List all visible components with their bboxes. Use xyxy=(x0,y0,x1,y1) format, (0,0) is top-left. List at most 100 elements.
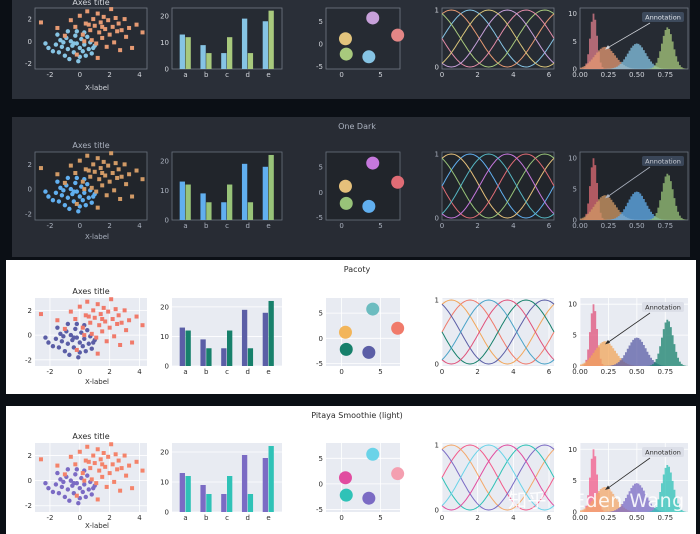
scatter-point-circle xyxy=(46,45,51,51)
bar xyxy=(221,494,227,512)
scatter-point-circle xyxy=(77,194,83,199)
annotation-arrow xyxy=(607,166,651,197)
scatter-point-square xyxy=(92,461,97,466)
scatter-point-square xyxy=(107,32,112,37)
tick-label: 2 xyxy=(107,368,111,376)
scatter-point-square xyxy=(85,153,90,158)
bar xyxy=(262,166,269,220)
tick-label: 0 xyxy=(165,509,169,517)
tick-label: -2 xyxy=(25,60,32,68)
plot-area xyxy=(326,298,400,366)
bar xyxy=(262,312,269,366)
tick-label: 5 xyxy=(378,368,382,376)
bar xyxy=(221,348,227,366)
tick-label: 4 xyxy=(137,222,142,230)
scatter-point-square xyxy=(95,11,100,16)
bubble-point xyxy=(362,345,376,359)
bar xyxy=(185,330,191,366)
annotation-box xyxy=(642,156,684,166)
bar xyxy=(200,45,206,69)
sine-line xyxy=(441,9,555,68)
scatter-point-circle xyxy=(62,202,68,208)
scatter-point-square xyxy=(73,171,78,176)
scatter-point-circle xyxy=(67,498,72,503)
tick-label: c xyxy=(225,368,229,376)
line-subplot: 0 2 4 6 0 1 xyxy=(435,442,555,522)
scatter-point-square xyxy=(101,14,106,19)
tick-label: 4 xyxy=(137,71,142,79)
tick-label: 0 xyxy=(435,361,439,369)
tick-label: c xyxy=(225,514,229,522)
tick-label: 4 xyxy=(511,71,516,79)
scatter-point-square xyxy=(73,317,78,322)
scatter-point-circle xyxy=(56,50,62,55)
annotation-text: Annotation xyxy=(645,449,681,457)
scatter-point-square xyxy=(77,13,82,18)
figure-panel-4: Pitaya Smoothie (light) -2 0 2 4 -2 0 2 Axes tit… xyxy=(0,406,700,534)
bar xyxy=(247,202,254,220)
scatter-point-circle xyxy=(91,45,96,51)
bubble-point xyxy=(339,47,353,61)
tick-label: 0.75 xyxy=(657,222,673,230)
tick-label: -2 xyxy=(25,502,32,510)
tick-label: b xyxy=(204,514,209,522)
scatter-point-square xyxy=(74,52,79,57)
scatter-point-square xyxy=(89,477,94,482)
tick-label: 0.50 xyxy=(629,368,645,376)
scatter-point-square xyxy=(68,309,73,314)
tick-label: -5 xyxy=(316,506,323,514)
tick-label: 1 xyxy=(435,297,439,305)
scatter-point-circle xyxy=(85,181,90,187)
tick-label: b xyxy=(204,222,209,230)
bar xyxy=(247,53,254,69)
figure-panel-1: -2 0 2 4 -2 0 2 Axes title X-label a b c d e 0 10 20 0 5 -5… xyxy=(0,0,700,99)
histogram-area xyxy=(580,173,688,220)
scatter-point-square xyxy=(95,351,100,356)
tick-label: 2 xyxy=(28,161,32,169)
theme-demo-figure: One Dark -2 0 2 4 -2 0 2 Axes title X-label a b c d e 0… xyxy=(12,117,690,257)
bar xyxy=(185,184,191,220)
scatter-point-circle xyxy=(83,494,88,500)
tick-label: 0 xyxy=(165,363,169,371)
tick-label: -2 xyxy=(46,514,53,522)
tick-label: 20 xyxy=(160,12,169,20)
bar xyxy=(206,494,212,512)
scatter-point-circle xyxy=(68,478,74,483)
bubble-point xyxy=(366,156,380,170)
annotation-arrow xyxy=(607,457,651,489)
scatter-point-circle xyxy=(73,180,78,186)
scatter-point-circle xyxy=(62,494,68,500)
plot-area xyxy=(325,7,401,70)
scatter-point-square xyxy=(74,493,79,498)
scatter-point-square xyxy=(68,454,73,459)
tick-label: c xyxy=(225,222,229,230)
scatter-point-circle xyxy=(83,202,88,208)
tick-label: 6 xyxy=(547,514,552,522)
scatter-point-circle xyxy=(82,42,87,47)
scatter-point-square xyxy=(62,472,67,477)
bubble-point xyxy=(339,196,353,210)
bar xyxy=(241,455,248,512)
tick-label: 0 xyxy=(28,38,32,46)
tick-label: 10 xyxy=(568,301,577,309)
scatter-point-circle xyxy=(65,195,71,200)
tick-label: 2 xyxy=(107,222,111,230)
scatter-point-square xyxy=(85,9,90,14)
tick-label: d xyxy=(246,222,250,230)
sine-line xyxy=(441,299,555,365)
scatter-point-square xyxy=(80,179,85,184)
bubble-subplot: 0 5 -5 0 5 xyxy=(316,298,405,376)
tick-label: 10 xyxy=(568,155,577,163)
scatter-point-circle xyxy=(76,355,81,360)
scatter-point-square xyxy=(98,20,103,25)
scatter-point-circle xyxy=(65,467,71,472)
tick-label: 0 xyxy=(440,514,444,522)
tick-label: 2 xyxy=(28,452,32,460)
bubble-point xyxy=(338,471,352,485)
bar-subplot: a b c d e 0 10 20 xyxy=(160,7,283,79)
scatter-point-square xyxy=(77,304,82,309)
tick-label: 2 xyxy=(475,222,479,230)
scatter-point-circle xyxy=(71,480,77,486)
tick-label: -5 xyxy=(316,214,323,222)
